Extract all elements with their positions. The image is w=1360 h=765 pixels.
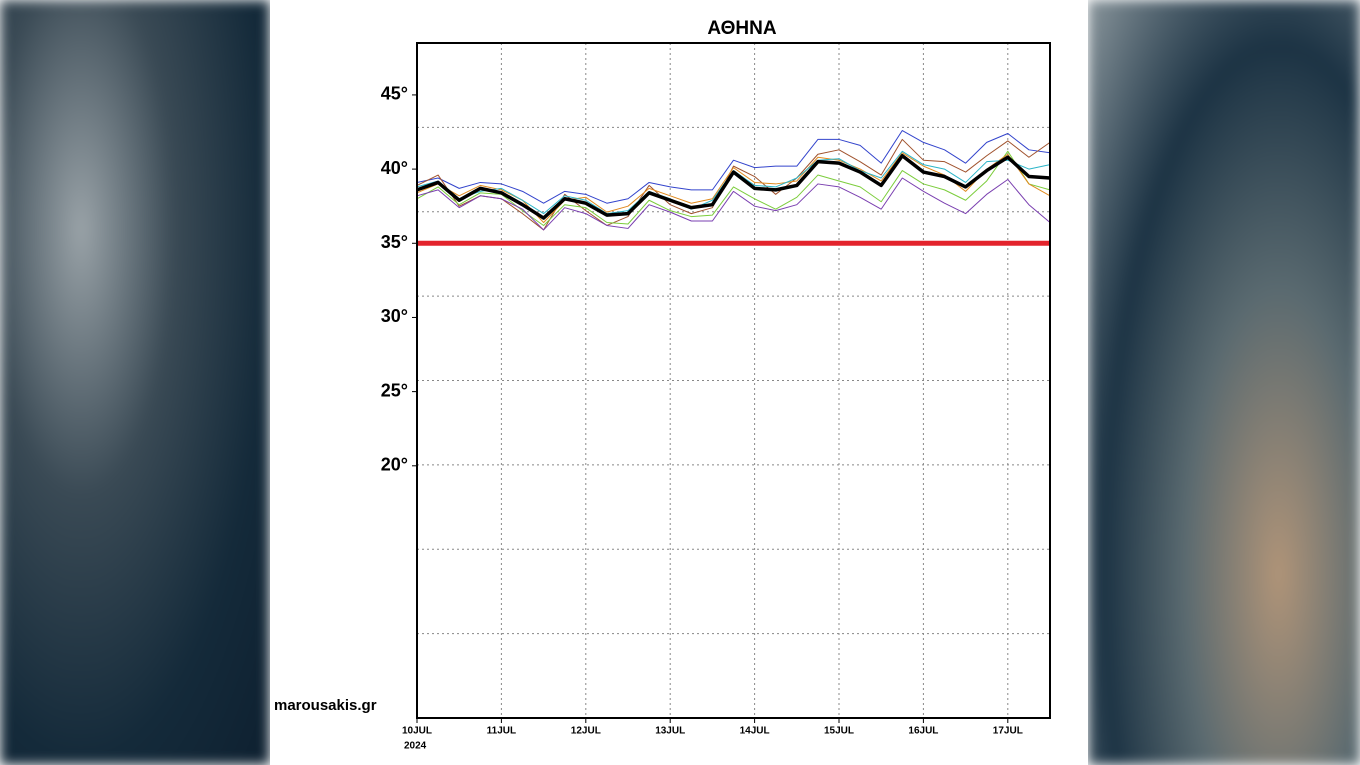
- x-tick-label: 16JUL: [908, 726, 938, 737]
- x-tick-label: 15JUL: [824, 726, 854, 737]
- x-sublabel: 2024: [404, 741, 427, 752]
- x-tick-label: 14JUL: [740, 726, 770, 737]
- x-tick-label: 12JUL: [571, 726, 601, 737]
- series-line: [416, 153, 1051, 220]
- plot-frame: [416, 42, 1051, 719]
- x-tick-label: 11JUL: [487, 726, 516, 737]
- y-tick-label: 40°: [381, 158, 408, 178]
- series-line: [416, 177, 1051, 231]
- blurred-background: [1088, 0, 1360, 765]
- series-line: [416, 150, 1051, 226]
- chart-title: ΑΘΗΝΑ: [707, 18, 776, 39]
- x-tick-label: 13JUL: [655, 726, 685, 737]
- x-tick-label: 10JUL: [402, 726, 432, 737]
- x-tick-label: 17JUL: [993, 726, 1023, 737]
- y-tick-label: 30°: [381, 306, 408, 326]
- blurred-background: [0, 0, 270, 765]
- series-line: [416, 138, 1051, 231]
- y-tick-label: 20°: [381, 455, 408, 475]
- watermark: marousakis.gr: [274, 697, 377, 714]
- y-tick-label: 35°: [381, 232, 408, 252]
- y-tick-label: 25°: [381, 380, 408, 400]
- series-line: [416, 130, 1051, 204]
- y-tick-label: 45°: [381, 84, 408, 104]
